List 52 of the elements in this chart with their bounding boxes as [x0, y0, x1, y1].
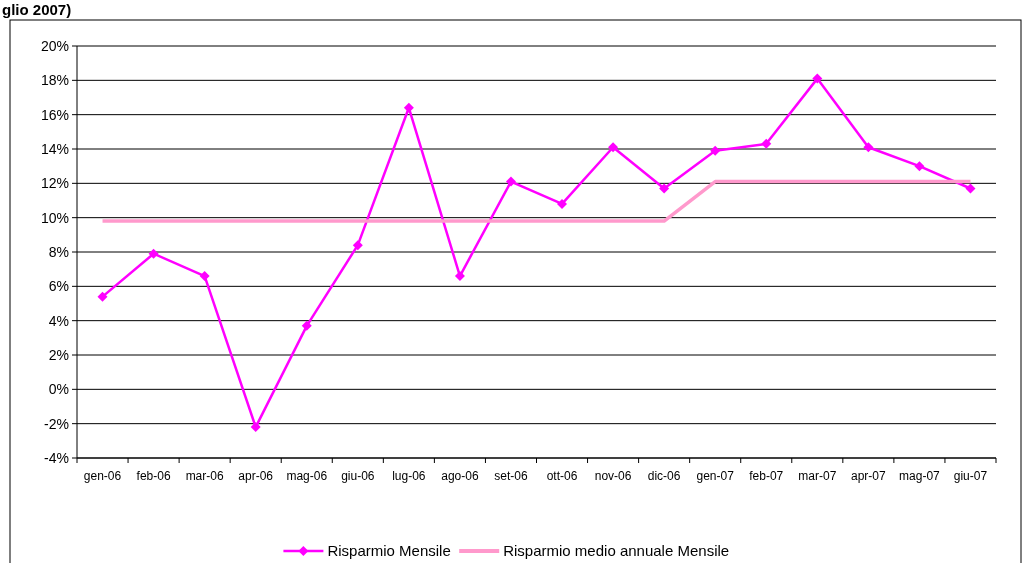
point — [352, 240, 363, 251]
x-tick-label: feb-06 — [136, 469, 171, 483]
y-tick-label: 10% — [40, 209, 69, 226]
legend-label: Risparmio Mensile — [327, 542, 451, 560]
x-tick-label: mar-06 — [185, 469, 224, 483]
y-tick-label: 4% — [48, 312, 69, 329]
y-tick-label: 2% — [48, 346, 69, 363]
point — [863, 142, 874, 153]
chart-title: glio 2007) — [2, 1, 72, 18]
point — [250, 422, 261, 433]
x-tick-label: gen-06 — [83, 469, 122, 483]
x-tick-label: ago-06 — [441, 469, 479, 483]
y-tick-label: 14% — [40, 140, 69, 157]
point — [403, 102, 414, 113]
y-tick-label: 6% — [48, 278, 69, 295]
point — [608, 142, 619, 153]
point — [148, 248, 159, 259]
x-tick-label: dic-06 — [647, 469, 681, 483]
x-tick-label: giu-06 — [341, 469, 375, 483]
point — [914, 161, 925, 172]
x-tick-label: nov-06 — [594, 469, 632, 483]
x-tick-label: feb-07 — [749, 469, 784, 483]
point — [761, 138, 772, 149]
point — [659, 183, 670, 194]
x-tick-label: mag-07 — [899, 469, 941, 483]
y-tick-label: 16% — [40, 106, 69, 123]
x-tick-label: gen-07 — [696, 469, 735, 483]
y-tick-label: -4% — [44, 449, 69, 466]
point — [710, 145, 721, 156]
point — [965, 183, 976, 194]
x-tick-label: apr-07 — [851, 469, 887, 483]
x-tick-label: ott-06 — [546, 469, 578, 483]
point — [505, 176, 516, 187]
x-tick-label: apr-06 — [238, 469, 274, 483]
y-tick-label: 20% — [40, 37, 69, 54]
y-tick-label: 0% — [48, 381, 69, 398]
legend-label: Risparmio medio annuale Mensile — [503, 542, 730, 560]
x-tick-label: mar-07 — [798, 469, 837, 483]
point — [199, 271, 210, 282]
point — [454, 271, 465, 282]
y-tick-label: 12% — [40, 175, 69, 192]
point — [97, 291, 108, 302]
y-tick-label: 8% — [48, 243, 69, 260]
x-tick-label: set-06 — [494, 469, 528, 483]
point — [812, 73, 823, 84]
x-tick-label: giu-07 — [953, 469, 988, 483]
point — [557, 198, 568, 209]
y-tick-label: -2% — [44, 415, 69, 432]
x-tick-label: lug-06 — [392, 469, 426, 483]
point — [301, 320, 312, 331]
x-tick-label: mag-06 — [286, 469, 328, 483]
y-tick-label: 18% — [40, 72, 69, 89]
